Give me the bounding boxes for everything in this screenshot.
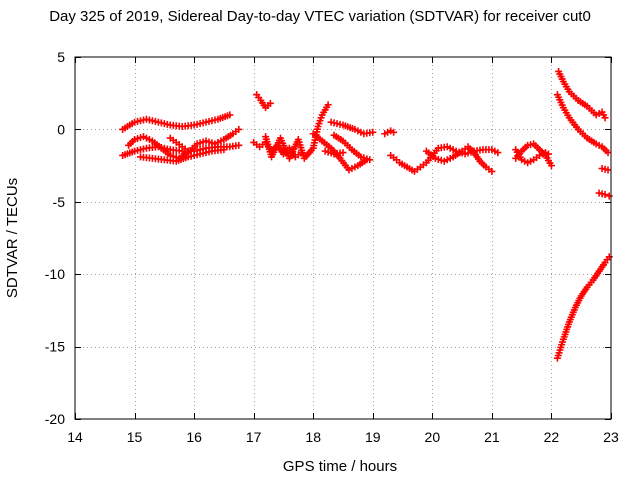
x-tick-label: 19 xyxy=(365,429,381,445)
axis-ticks xyxy=(75,57,612,420)
x-tick-label: 14 xyxy=(67,429,83,445)
x-tick-label: 20 xyxy=(425,429,441,445)
data-point xyxy=(266,99,274,107)
x-axis-label: GPS time / hours xyxy=(283,458,397,475)
data-point xyxy=(184,147,192,155)
data-point xyxy=(601,114,609,122)
data-point xyxy=(488,167,496,175)
x-tick-label: 22 xyxy=(544,429,560,445)
data-point xyxy=(235,141,243,149)
data-points xyxy=(119,67,613,362)
data-point xyxy=(324,101,332,109)
y-tick-label: -15 xyxy=(45,339,65,355)
data-point xyxy=(604,149,612,157)
x-tick-label: 15 xyxy=(127,429,143,445)
data-point xyxy=(235,125,243,133)
y-tick-label: 5 xyxy=(57,49,65,65)
data-point xyxy=(369,128,377,136)
data-point xyxy=(366,156,374,164)
y-tick-label: -20 xyxy=(45,411,65,427)
x-tick-label: 21 xyxy=(484,429,500,445)
data-point xyxy=(604,166,612,174)
x-tick-label: 17 xyxy=(246,429,262,445)
y-tick-label: 0 xyxy=(57,121,65,137)
data-point xyxy=(601,191,609,199)
y-axis-label: SDTVAR / TECUs xyxy=(4,178,21,298)
data-point xyxy=(544,150,552,158)
x-tick-labels: 14 15 16 17 18 19 20 21 22 23 xyxy=(67,429,619,445)
chart-title: Day 325 of 2019, Sidereal Day-to-day VTE… xyxy=(49,8,591,25)
x-tick-label: 16 xyxy=(186,429,202,445)
data-point xyxy=(390,128,398,136)
y-tick-label: -10 xyxy=(45,266,65,282)
data-point xyxy=(339,149,347,157)
data-point xyxy=(220,146,228,154)
data-point xyxy=(494,149,502,157)
data-point xyxy=(226,111,234,119)
x-tick-label: 18 xyxy=(305,429,321,445)
data-point xyxy=(605,192,613,200)
plot-frame xyxy=(74,56,612,420)
data-point xyxy=(547,162,555,170)
y-tick-label: -5 xyxy=(53,194,66,210)
y-tick-labels: -20 -15 -10 -5 0 5 xyxy=(45,49,65,427)
x-tick-label: 23 xyxy=(603,429,619,445)
data-point xyxy=(605,253,613,261)
grid-lines xyxy=(75,57,611,419)
